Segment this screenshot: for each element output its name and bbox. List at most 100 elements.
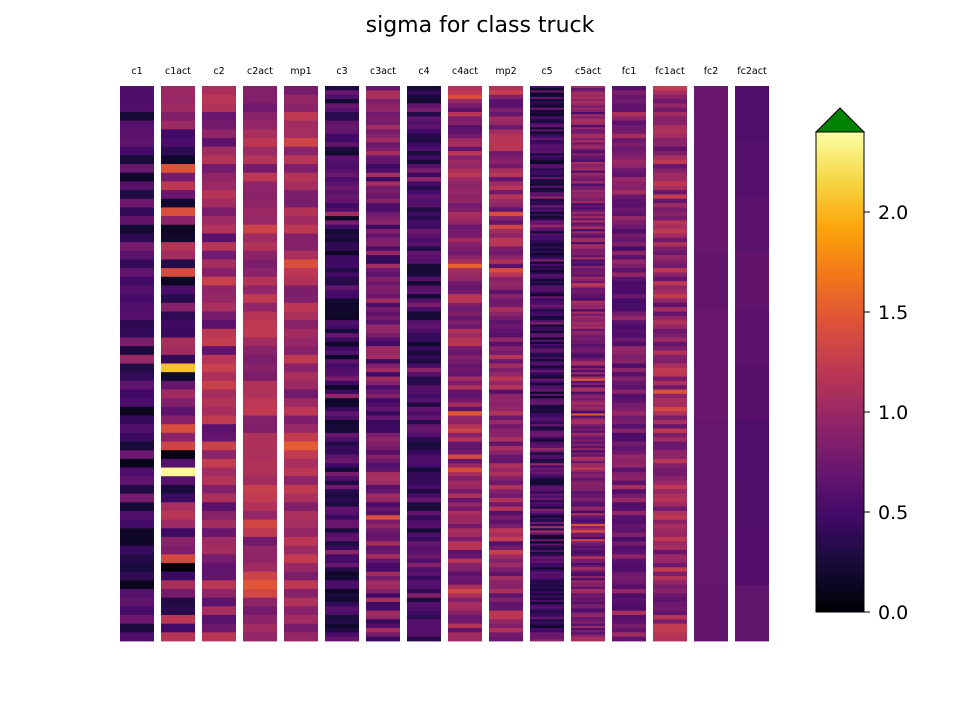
heatmap-cell: [366, 233, 400, 239]
heatmap-cell: [530, 541, 564, 544]
heatmap-cell: [653, 138, 687, 143]
heatmap-cell: [653, 614, 687, 620]
heatmap-cell: [530, 248, 564, 252]
heatmap-cell: [489, 419, 523, 425]
heatmap-cell: [530, 560, 564, 564]
heatmap-cell: [243, 86, 277, 96]
heatmap-cell: [612, 385, 646, 390]
heatmap-cell: [571, 484, 605, 488]
heatmap-cell: [407, 528, 441, 534]
heatmap-cell: [284, 198, 318, 208]
heatmap-cell: [489, 471, 523, 477]
heatmap-cell: [325, 328, 359, 334]
heatmap-cell: [489, 614, 523, 620]
heatmap-cell: [448, 398, 482, 403]
heatmap-cell: [161, 155, 195, 165]
heatmap-cell: [612, 107, 646, 113]
heatmap-cell: [243, 155, 277, 165]
heatmap-cell: [489, 359, 523, 364]
heatmap-cell: [366, 575, 400, 581]
heatmap-cell: [489, 237, 523, 243]
heatmap-cell: [612, 272, 646, 278]
heatmap-cell: [202, 554, 236, 564]
heatmap-cell: [366, 103, 400, 109]
heatmap-cell: [325, 216, 359, 221]
heatmap-cell: [284, 554, 318, 564]
heatmap-cell: [571, 393, 605, 397]
heatmap-cell: [366, 541, 400, 547]
heatmap-cell: [202, 354, 236, 364]
heatmap-cell: [366, 276, 400, 282]
heatmap-cell: [530, 591, 564, 594]
heatmap-cell: [530, 294, 564, 297]
heatmap-cell: [530, 192, 564, 195]
heatmap-cell: [530, 330, 564, 334]
heatmap-cell: [530, 281, 564, 284]
heatmap-cell: [325, 112, 359, 117]
heatmap-cell: [612, 185, 646, 191]
heatmap-cell: [366, 614, 400, 620]
heatmap-cell: [530, 276, 564, 280]
heatmap-cell: [243, 198, 277, 208]
heatmap-cell: [120, 372, 154, 382]
heatmap-cell: [571, 387, 605, 390]
heatmap-cell: [571, 636, 605, 640]
heatmap-cell: [325, 411, 359, 416]
heatmap-cell: [120, 441, 154, 451]
heatmap-cell: [571, 487, 605, 490]
heatmap-cell: [489, 246, 523, 252]
heatmap-cell: [530, 174, 564, 178]
heatmap-cell: [653, 580, 687, 586]
heatmap-cell: [571, 417, 605, 421]
heatmap-cell: [448, 419, 482, 425]
heatmap-cell: [530, 393, 564, 397]
heatmap-cell: [489, 415, 523, 421]
heatmap-cell: [120, 510, 154, 520]
heatmap-cell: [530, 157, 564, 161]
heatmap-cell: [571, 164, 605, 167]
heatmap-cell: [530, 177, 564, 180]
heatmap-cell: [407, 112, 441, 117]
heatmap-cell: [366, 255, 400, 260]
heatmap-cell: [571, 448, 605, 451]
heatmap-cell: [612, 411, 646, 416]
heatmap-cell: [366, 588, 400, 594]
heatmap-cell: [489, 406, 523, 412]
heatmap-cell: [407, 207, 441, 213]
colorbar-tick-label: 2.0: [878, 202, 908, 224]
heatmap-cell: [653, 168, 687, 174]
heatmap-cell: [612, 216, 646, 221]
heatmap-cell: [612, 354, 646, 360]
heatmap-columns: c1 c1act c2 c2act mp1 c3 c3act c4 c4act mp2 c5 c5ac…: [120, 66, 769, 642]
colorbar: 0.00.51.01.52.0: [814, 107, 908, 624]
heatmap-cell: [407, 294, 441, 299]
heatmap-cell: [530, 341, 564, 345]
heatmap-cell: [448, 393, 482, 399]
heatmap-cell: [530, 287, 564, 291]
heatmap-cell: [448, 532, 482, 538]
heatmap-cell: [653, 298, 687, 304]
heatmap-cell: [530, 584, 564, 588]
heatmap-cell: [325, 575, 359, 581]
heatmap-cell: [489, 450, 523, 455]
heatmap-cell: [120, 181, 154, 191]
heatmap-cell: [448, 190, 482, 195]
heatmap-cell: [407, 580, 441, 586]
heatmap-cell: [530, 317, 564, 321]
heatmap-cell: [571, 422, 605, 425]
heatmap-cell: [653, 116, 687, 122]
heatmap-cell: [612, 168, 646, 174]
heatmap-cell: [448, 562, 482, 568]
heatmap-cell: [653, 588, 687, 594]
heatmap-cell: [489, 164, 523, 169]
heatmap-cell: [530, 307, 564, 310]
heatmap-cell: [489, 107, 523, 113]
heatmap-cell: [653, 341, 687, 347]
heatmap-cell: [612, 146, 646, 152]
heatmap-cell: [407, 523, 441, 529]
heatmap-cell: [120, 528, 154, 538]
heatmap-cell: [571, 363, 605, 367]
heatmap-cell: [653, 246, 687, 252]
heatmap-cell: [571, 376, 605, 380]
heatmap-cell: [612, 567, 646, 573]
